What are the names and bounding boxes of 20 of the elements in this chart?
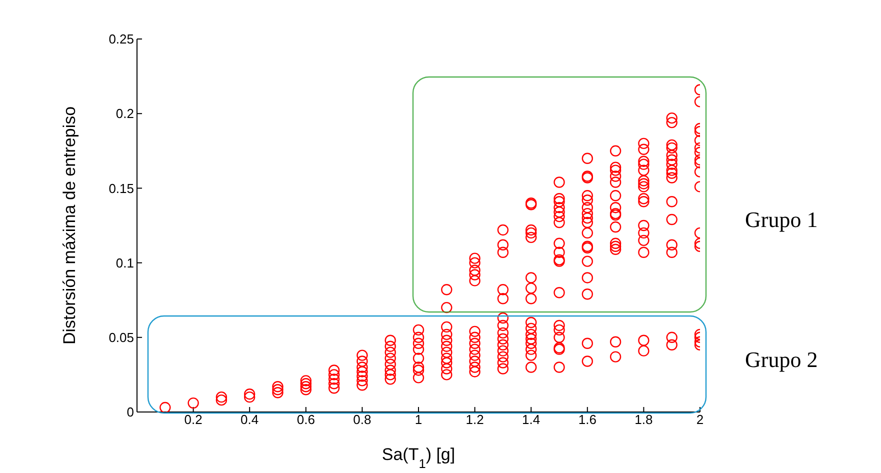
y-tick-label: 0.05 xyxy=(108,330,134,346)
x-tick-label: 1.4 xyxy=(522,412,540,428)
x-tick-label: 2 xyxy=(696,412,704,428)
x-tick-label: 1.2 xyxy=(466,412,484,428)
y-tick-label: 0.25 xyxy=(108,32,134,47)
x-tick-label: 0.2 xyxy=(184,412,202,428)
x-tick-label: 1 xyxy=(414,412,422,428)
x-axis-title: Sa(T$_{1}$) [g] xyxy=(382,445,456,470)
y-tick-label: 0 xyxy=(126,404,134,420)
y-tick-label: 0.2 xyxy=(116,106,134,122)
y-tick-label: 0.1 xyxy=(116,255,134,270)
x-tick-label: 1.6 xyxy=(578,412,596,428)
x-tick-label: 0.6 xyxy=(296,412,315,428)
y-axis-title: Distorsión máxima de entrepiso xyxy=(60,106,79,345)
y-tick-label: 0.15 xyxy=(108,180,134,196)
text: Grupo 2 xyxy=(745,347,818,373)
x-tick-label: 0.4 xyxy=(240,412,259,428)
x-tick-label: 0.8 xyxy=(353,412,372,428)
text: Grupo 1 xyxy=(745,207,818,233)
x-tick-label: 1.8 xyxy=(634,412,653,428)
